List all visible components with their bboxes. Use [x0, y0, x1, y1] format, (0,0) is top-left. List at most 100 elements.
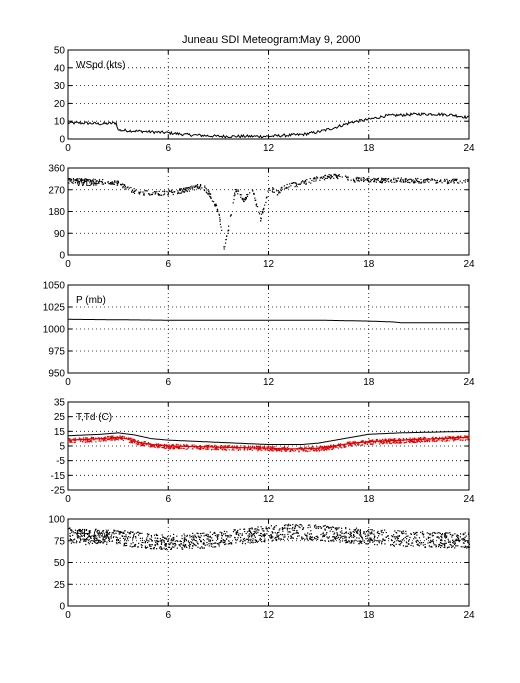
data-point — [431, 540, 433, 543]
data-point — [106, 536, 108, 538]
data-point — [313, 177, 315, 179]
data-point — [334, 528, 336, 530]
data-point — [164, 537, 166, 539]
data-point — [258, 213, 261, 215]
data-point — [239, 540, 241, 543]
data-point — [196, 541, 198, 543]
data-point — [345, 540, 348, 542]
data-point — [393, 536, 395, 538]
data-point — [394, 441, 396, 443]
data-point — [329, 444, 332, 446]
data-point — [206, 192, 208, 194]
data-point — [93, 537, 95, 539]
data-point — [138, 191, 140, 193]
data-point — [86, 179, 88, 181]
data-point — [112, 435, 114, 437]
data-point — [370, 537, 372, 539]
data-point — [135, 532, 137, 534]
data-point — [457, 539, 459, 541]
data-point — [451, 179, 453, 181]
data-point — [154, 191, 156, 193]
data-point — [142, 444, 144, 447]
data-point — [187, 541, 190, 543]
data-point — [365, 543, 367, 545]
data-point — [109, 435, 111, 437]
data-point — [100, 440, 102, 442]
data-point — [208, 448, 210, 450]
data-point — [453, 179, 456, 181]
data-point — [254, 532, 256, 534]
data-point — [318, 450, 321, 452]
data-point — [188, 544, 190, 547]
data-point — [337, 536, 339, 539]
data-point — [348, 444, 350, 446]
data-point — [130, 186, 132, 189]
data-point — [408, 181, 410, 183]
data-point — [413, 437, 415, 439]
data-point — [173, 533, 175, 535]
data-point — [440, 546, 442, 549]
data-point — [290, 537, 292, 539]
data-point — [406, 179, 409, 181]
data-point — [412, 182, 415, 184]
data-point — [440, 179, 442, 181]
data-point — [445, 535, 447, 537]
data-point — [267, 190, 269, 192]
data-point — [397, 537, 399, 539]
data-point — [336, 176, 338, 178]
data-point — [297, 535, 299, 537]
data-point — [169, 544, 171, 546]
data-point — [390, 439, 392, 441]
data-point — [435, 544, 437, 546]
data-point — [70, 441, 73, 443]
data-point — [158, 446, 160, 448]
data-point — [178, 446, 180, 448]
data-point — [132, 538, 134, 540]
data-point — [107, 529, 109, 531]
data-point — [161, 446, 163, 449]
data-point — [276, 536, 278, 538]
data-point — [237, 529, 239, 532]
data-point — [127, 531, 129, 533]
data-point — [259, 448, 261, 451]
data-point — [325, 448, 327, 450]
data-point — [418, 542, 421, 544]
data-point — [360, 179, 362, 182]
data-point — [467, 180, 469, 182]
data-point — [262, 446, 264, 448]
data-point — [138, 444, 140, 446]
data-point — [248, 539, 250, 541]
data-point — [230, 542, 233, 544]
data-point — [373, 533, 375, 535]
data-point — [150, 445, 152, 447]
data-point — [339, 531, 341, 533]
data-point — [267, 445, 270, 448]
data-point — [145, 547, 147, 549]
data-point — [179, 540, 181, 542]
data-point — [170, 548, 172, 550]
data-point — [358, 534, 361, 536]
data-point — [409, 182, 411, 184]
data-point — [391, 535, 393, 537]
data-point — [79, 536, 81, 538]
data-point — [423, 437, 425, 439]
data-point — [89, 535, 91, 537]
data-point — [105, 537, 107, 539]
data-point — [304, 533, 306, 535]
data-point — [199, 187, 201, 189]
data-point — [117, 180, 119, 183]
y-tick-label: 90 — [54, 229, 66, 240]
data-point — [182, 544, 184, 546]
data-point — [97, 542, 99, 544]
data-point — [153, 547, 155, 549]
data-point — [197, 535, 199, 537]
data-point — [262, 212, 264, 214]
data-point — [150, 538, 152, 540]
data-point — [335, 529, 337, 531]
series-line-dewpoint — [67, 436, 470, 450]
data-point — [104, 182, 106, 184]
data-point — [320, 539, 322, 541]
data-point — [224, 543, 226, 546]
data-point — [397, 535, 399, 537]
data-point — [341, 540, 344, 542]
